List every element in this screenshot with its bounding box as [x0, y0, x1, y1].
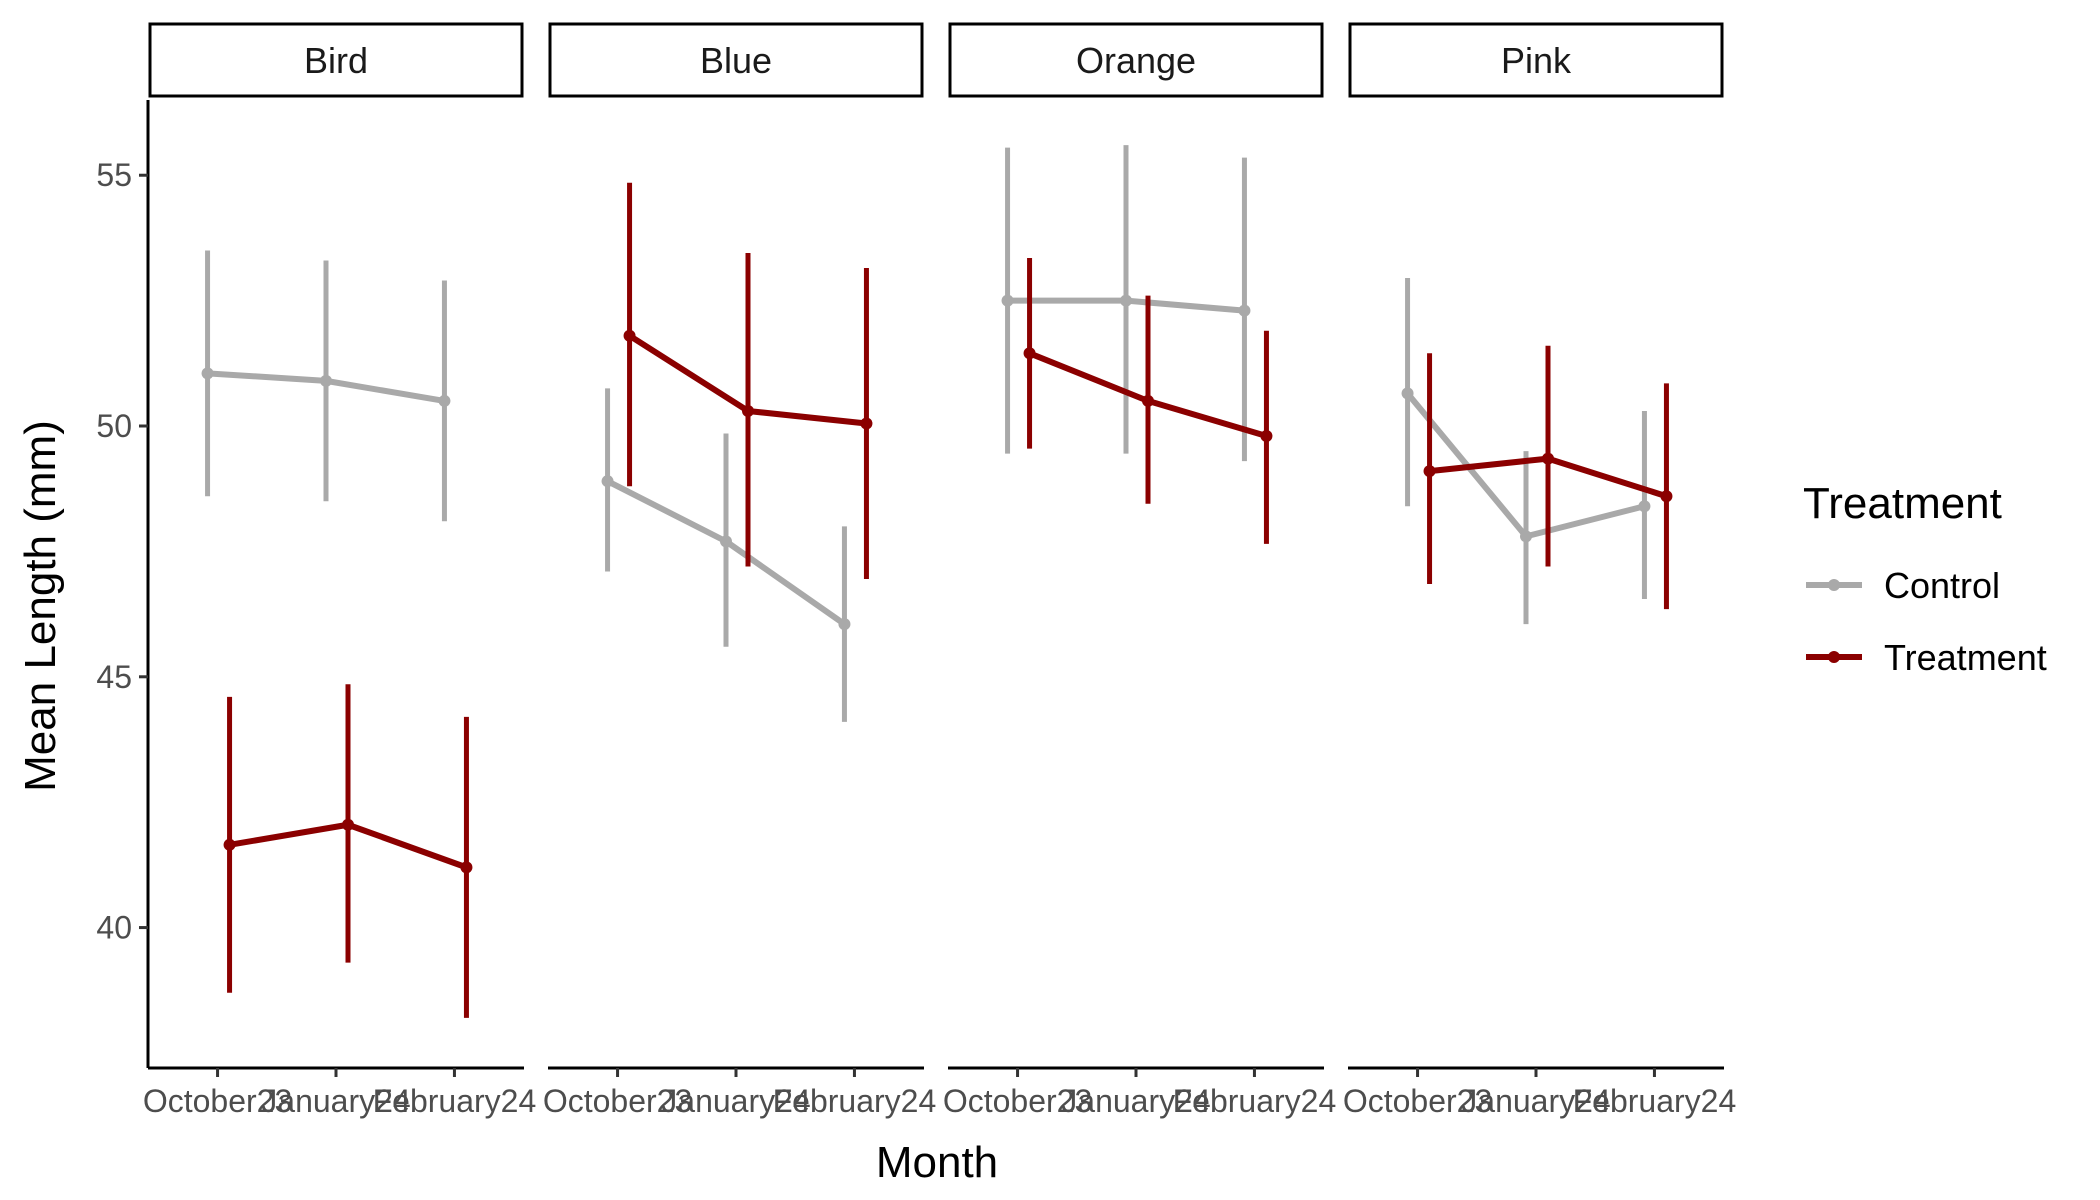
data-point — [838, 618, 851, 631]
legend-swatch-point — [1828, 579, 1840, 591]
x-tick-label: October23 — [1343, 1083, 1492, 1119]
data-point — [1001, 294, 1014, 307]
x-tick-label: January24 — [1461, 1083, 1610, 1119]
x-tick-label: February24 — [373, 1083, 537, 1119]
facet-strip-label: Blue — [700, 40, 772, 81]
x-tick-label: February24 — [1573, 1083, 1737, 1119]
data-point — [1120, 294, 1132, 307]
data-point — [201, 367, 214, 380]
y-axis: 40 45 50 55 — [96, 100, 150, 1068]
x-tick-label: January24 — [1061, 1083, 1210, 1119]
y-tick-label: 45 — [96, 659, 132, 695]
data-point — [1023, 347, 1036, 360]
data-point — [1238, 304, 1251, 317]
data-point — [1520, 530, 1532, 543]
data-point — [320, 374, 332, 387]
data-point — [342, 818, 354, 831]
series-treatment — [623, 182, 873, 579]
legend-entry-treatment: Treatment — [1806, 637, 2047, 678]
series-treatment — [1023, 257, 1273, 544]
x-tick-label: October23 — [943, 1083, 1092, 1119]
data-point — [438, 394, 451, 407]
legend-swatch-point — [1828, 651, 1840, 663]
legend-entry-control: Control — [1806, 565, 2000, 606]
data-point — [223, 838, 236, 851]
series-treatment — [1423, 345, 1673, 610]
data-point — [623, 329, 636, 342]
data-point — [1423, 465, 1436, 478]
facet-strip — [1348, 22, 1724, 98]
data-point — [1638, 500, 1651, 513]
facet-strip-label: Orange — [1076, 40, 1196, 81]
y-tick-label: 55 — [96, 157, 132, 193]
data-point — [460, 861, 473, 874]
series-control — [601, 388, 851, 722]
data-point — [1542, 452, 1554, 465]
facet-panels: BirdOctober23January24February24BlueOcto… — [143, 22, 1737, 1119]
series-treatment — [223, 684, 473, 1018]
legend-label: Control — [1884, 565, 2000, 606]
data-point — [720, 535, 732, 548]
x-axis-title: Month — [876, 1138, 998, 1187]
data-point — [742, 404, 754, 417]
legend-label: Treatment — [1884, 637, 2047, 678]
data-point — [1260, 430, 1273, 443]
series-control — [1001, 145, 1251, 462]
data-point — [860, 417, 873, 430]
facet-strip-label: Pink — [1501, 40, 1572, 81]
data-point — [601, 475, 614, 488]
legend-title: Treatment — [1803, 479, 2002, 528]
facet-strip-label: Bird — [304, 40, 368, 81]
series-control — [1401, 278, 1651, 625]
x-tick-label: January24 — [661, 1083, 810, 1119]
x-tick-label: January24 — [261, 1083, 410, 1119]
y-tick-label: 40 — [96, 910, 132, 946]
y-axis-title: Mean Length (mm) — [16, 420, 65, 792]
x-tick-label: October23 — [143, 1083, 292, 1119]
data-point — [1660, 490, 1673, 503]
y-tick-label: 50 — [96, 408, 132, 444]
data-point — [1401, 387, 1414, 400]
facet-strip — [548, 22, 924, 98]
series-control — [201, 250, 451, 522]
facet-strip — [948, 22, 1324, 98]
facet-strip — [148, 22, 524, 98]
data-point — [1142, 394, 1154, 407]
legend: Treatment Control Treatment — [1803, 479, 2047, 678]
x-tick-label: February24 — [773, 1083, 937, 1119]
x-tick-label: February24 — [1173, 1083, 1337, 1119]
x-tick-label: October23 — [543, 1083, 692, 1119]
